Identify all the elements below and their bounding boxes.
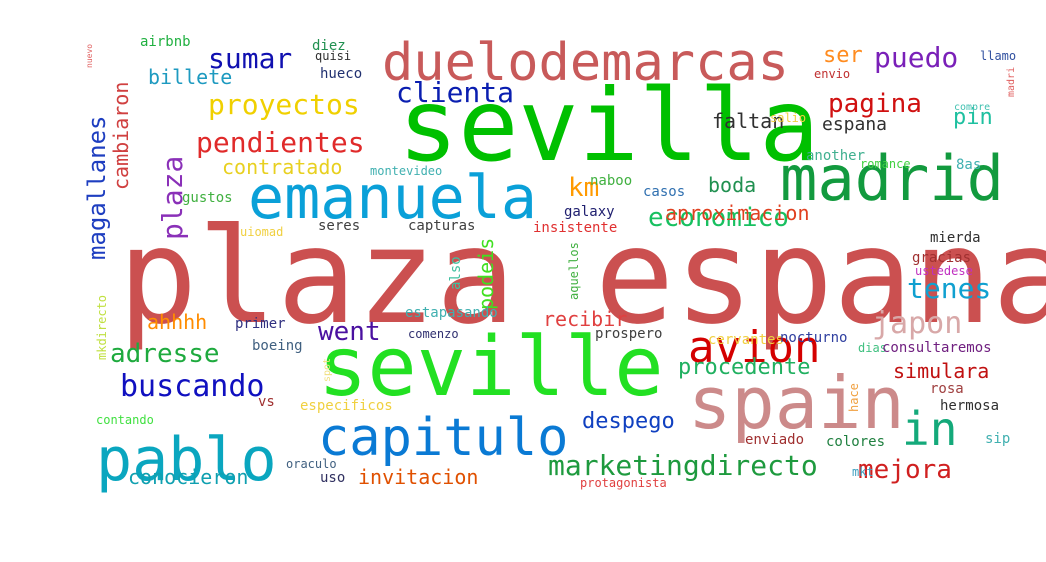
word-cloud-word: prospero (595, 326, 662, 342)
word-cloud-word: avion (688, 322, 820, 373)
word-cloud-word: puedo (874, 41, 958, 74)
word-cloud-word: naboo (590, 173, 632, 189)
word-cloud-word: sumar (208, 42, 292, 75)
word-cloud-word: podeis (474, 238, 498, 310)
word-cloud-word: tenes (907, 272, 991, 305)
word-cloud-word: dias (858, 341, 887, 355)
word-cloud-word: mkt (852, 465, 874, 479)
word-cloud-word: boda (708, 173, 756, 197)
word-cloud-word: spot (322, 358, 333, 382)
word-cloud-word: diez (312, 38, 346, 54)
word-cloud-word: enviado (745, 432, 804, 448)
word-cloud-word: romance (860, 157, 911, 171)
word-cloud-word: contratado (222, 155, 342, 179)
word-cloud-word: another (806, 148, 865, 164)
word-cloud-word: hueco (320, 66, 362, 82)
word-cloud-word: montevideo (370, 164, 442, 178)
word-cloud-word: in (902, 402, 957, 456)
word-cloud-word: salio (770, 111, 806, 125)
word-cloud-word: insistente (533, 220, 617, 236)
word-cloud-word: capturas (408, 218, 475, 234)
word-cloud-word: cambiaron (109, 82, 133, 190)
word-cloud-word: seres (318, 218, 360, 234)
word-cloud-word: sevilla (398, 67, 819, 184)
word-cloud-word: pin (953, 105, 993, 130)
word-cloud-word: invitacion (358, 465, 478, 489)
word-cloud-word: economico (648, 203, 789, 233)
word-cloud-word: mejora (858, 455, 952, 485)
word-cloud-word: procedente (678, 355, 810, 380)
word-cloud-word: madri (1006, 67, 1017, 97)
word-cloud-word: hermosa (940, 398, 999, 414)
word-cloud-word: estapasando (405, 305, 498, 321)
word-cloud-word: ustedese (915, 264, 973, 278)
word-cloud-word: aproximacion (665, 201, 810, 225)
word-cloud-word: km (568, 173, 599, 203)
word-cloud-word: marketingdirecto (548, 449, 818, 482)
word-cloud-word: casos (643, 184, 685, 200)
word-cloud-word: japon (872, 306, 962, 341)
word-cloud-word: hace (847, 383, 861, 412)
word-cloud-word: pendientes (196, 126, 365, 159)
word-cloud-word: billete (148, 65, 232, 89)
word-cloud-word: adresse (110, 339, 220, 369)
word-cloud-word: comenzo (408, 327, 459, 341)
word-cloud-word: especificos (300, 398, 393, 414)
word-cloud-word: uiomad (240, 225, 283, 239)
word-cloud-word: quisi (315, 49, 351, 63)
word-cloud-word: ahhhh (147, 310, 207, 334)
word-cloud-word: capitulo (318, 408, 568, 468)
word-cloud-word: pablo (96, 425, 277, 495)
word-cloud-word: llamo (980, 49, 1016, 63)
word-cloud-word: plaza espana (118, 200, 1046, 354)
word-cloud-word: madrid (780, 142, 1004, 215)
word-cloud-word: ser (823, 43, 863, 68)
word-cloud-word: espana (822, 114, 887, 135)
word-cloud-word: colores (826, 434, 885, 450)
word-cloud-word: gracias (912, 250, 971, 266)
word-cloud-word: mierda (930, 230, 981, 246)
word-cloud-word: emanuela (248, 163, 537, 233)
word-cloud-word: protagonista (580, 476, 667, 490)
word-cloud-word: also (448, 256, 464, 290)
word-cloud-word: clienta (396, 76, 514, 109)
word-cloud-word: spain (688, 361, 905, 445)
word-cloud-word: primer (235, 316, 286, 332)
word-cloud-word: consultaremos (882, 340, 992, 356)
word-cloud-word: proyectos (208, 88, 360, 121)
word-cloud-word: uso (320, 470, 345, 486)
word-cloud-word: seville (318, 320, 664, 415)
word-cloud-word: buscando (120, 369, 265, 404)
word-cloud-word: mkdirecto (95, 295, 109, 360)
word-cloud-word: magallanes (83, 116, 111, 261)
word-cloud-word: simulara (893, 359, 989, 383)
word-cloud-word: duelodemarcas (382, 33, 789, 93)
word-cloud-word: compre (954, 102, 990, 113)
word-cloud-word: plaza (156, 156, 189, 240)
word-cloud-word: rosa (930, 381, 964, 397)
word-cloud-word: sip (985, 431, 1010, 447)
word-cloud-word: envio (814, 67, 850, 81)
word-cloud-word: faltan (712, 109, 784, 133)
word-cloud-word: cervantes (708, 332, 784, 348)
word-cloud-word: airbnb (140, 34, 191, 50)
word-cloud-word: recibir (543, 307, 627, 331)
word-cloud-word: pagina (828, 89, 922, 119)
word-cloud-word: oraculo (286, 457, 337, 471)
word-cloud-word: conocieron (128, 465, 248, 489)
word-cloud-word: gustos (182, 190, 233, 206)
word-cloud-word: contando (96, 413, 154, 427)
word-cloud-word: nocturno (780, 330, 847, 346)
word-cloud-word: 8as (956, 157, 981, 173)
word-cloud-word: vs (258, 394, 275, 410)
word-cloud-word: aquellos (567, 242, 581, 300)
word-cloud-word: galaxy (564, 204, 615, 220)
word-cloud-word: went (318, 317, 381, 347)
word-cloud-word: despego (582, 409, 675, 434)
word-cloud-word: boeing (252, 338, 303, 354)
word-cloud-word: nuevo (85, 44, 94, 68)
